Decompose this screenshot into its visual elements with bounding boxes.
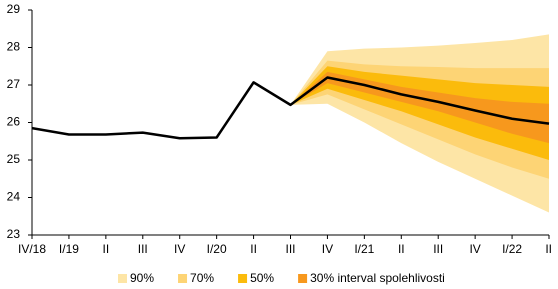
x-tick-label: I/19 bbox=[59, 242, 79, 256]
y-tick-label: 27 bbox=[7, 77, 21, 91]
y-tick-label: 26 bbox=[7, 115, 21, 129]
x-tick-label: IV/18 bbox=[18, 242, 46, 256]
x-tick-label: IV bbox=[322, 242, 333, 256]
x-tick-label: II bbox=[398, 242, 405, 256]
x-tick-label: I/20 bbox=[207, 242, 227, 256]
y-tick-label: 23 bbox=[7, 227, 21, 241]
legend-swatch bbox=[178, 274, 188, 283]
legend-swatch bbox=[238, 274, 248, 283]
x-tick-label: III bbox=[285, 242, 295, 256]
x-tick-label: II bbox=[103, 242, 110, 256]
y-tick-label: 25 bbox=[7, 152, 21, 166]
y-tick-label: 29 bbox=[7, 2, 21, 16]
x-tick-label: III bbox=[138, 242, 148, 256]
legend-label: 50% bbox=[250, 271, 274, 285]
x-tick-label: IV bbox=[469, 242, 480, 256]
fan-band bbox=[290, 71, 549, 144]
x-tick-label: IV bbox=[174, 242, 185, 256]
x-tick-label: II bbox=[545, 242, 552, 256]
line bbox=[31, 76, 550, 140]
y-tick-label: 24 bbox=[7, 190, 21, 204]
x-tick-label: II bbox=[250, 242, 257, 256]
legend-swatch bbox=[118, 274, 127, 283]
legend-swatch bbox=[298, 274, 308, 283]
y-tick-label: 28 bbox=[7, 40, 21, 54]
legend-label: 70% bbox=[190, 271, 214, 285]
x-tick-label: III bbox=[433, 242, 443, 256]
legend-label: 90% bbox=[130, 271, 154, 285]
x-tick-label: I/22 bbox=[502, 242, 522, 256]
x-tick-label: I/21 bbox=[354, 242, 374, 256]
legend-label: 30% interval spolehlivosti bbox=[310, 271, 445, 285]
